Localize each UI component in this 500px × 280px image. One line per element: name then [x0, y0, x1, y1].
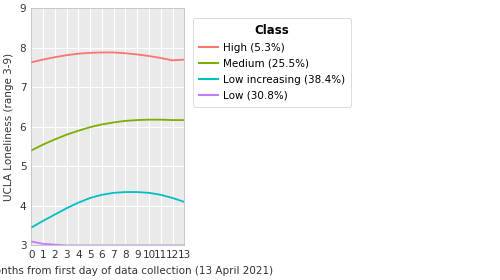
X-axis label: Time in months from first day of data collection (13 April 2021): Time in months from first day of data co… — [0, 266, 273, 276]
Legend: High (5.3%), Medium (25.5%), Low increasing (38.4%), Low (30.8%): High (5.3%), Medium (25.5%), Low increas… — [192, 18, 351, 106]
Y-axis label: UCLA Loneliness (range 3-9): UCLA Loneliness (range 3-9) — [4, 53, 14, 201]
